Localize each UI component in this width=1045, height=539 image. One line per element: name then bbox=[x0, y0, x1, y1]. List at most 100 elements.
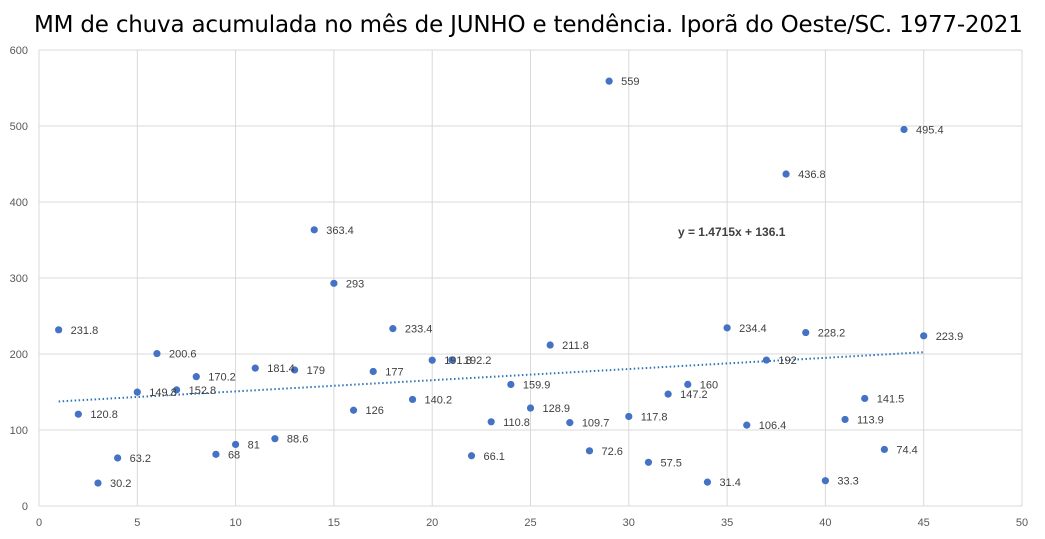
data-label: 120.8 bbox=[90, 409, 118, 421]
data-label: 128.9 bbox=[543, 403, 571, 415]
data-point bbox=[625, 412, 633, 421]
data-point bbox=[644, 458, 653, 466]
data-label: 363.4 bbox=[326, 225, 354, 237]
x-tick-label: 30 bbox=[623, 517, 635, 529]
data-point bbox=[585, 447, 594, 455]
data-point bbox=[271, 435, 279, 443]
data-point bbox=[133, 388, 141, 396]
data-label: 559 bbox=[621, 76, 639, 88]
trendline-equation: y = 1.4715x + 136.1 bbox=[678, 225, 786, 239]
data-label: 113.9 bbox=[857, 414, 884, 426]
data-point bbox=[349, 406, 358, 414]
data-point bbox=[605, 77, 613, 85]
data-point bbox=[566, 419, 574, 427]
data-point bbox=[153, 349, 161, 358]
data-point bbox=[841, 415, 849, 424]
x-tick-label: 50 bbox=[1016, 517, 1028, 529]
x-tick-label: 20 bbox=[426, 517, 438, 529]
data-label: 170.2 bbox=[208, 372, 236, 384]
data-label: 33.3 bbox=[837, 476, 858, 488]
data-label: 436.8 bbox=[798, 169, 826, 181]
data-label: 181.4 bbox=[267, 363, 295, 375]
data-point bbox=[290, 366, 299, 374]
data-point bbox=[743, 421, 751, 429]
data-label: 140.2 bbox=[425, 394, 453, 406]
x-tick-label: 0 bbox=[36, 517, 42, 529]
data-point bbox=[251, 364, 259, 372]
data-label: 117.8 bbox=[641, 411, 668, 423]
data-point bbox=[55, 326, 63, 334]
data-label: 68 bbox=[228, 449, 240, 461]
data-label: 152.8 bbox=[189, 385, 217, 397]
data-label: 57.5 bbox=[660, 457, 681, 469]
data-label: 106.4 bbox=[759, 420, 787, 432]
y-tick-label: 200 bbox=[10, 349, 28, 361]
y-tick-label: 500 bbox=[10, 121, 28, 133]
data-point bbox=[487, 418, 495, 426]
data-point bbox=[762, 356, 771, 364]
data-point bbox=[330, 279, 338, 287]
data-label: 231.8 bbox=[71, 325, 99, 337]
data-point bbox=[507, 380, 515, 389]
data-point bbox=[448, 356, 456, 364]
data-label: 88.6 bbox=[287, 434, 308, 446]
data-label: 109.7 bbox=[582, 418, 610, 430]
data-point bbox=[212, 450, 220, 458]
chart-title: MM de chuva acumulada no mês de JUNHO e … bbox=[34, 12, 1023, 38]
x-tick-label: 35 bbox=[721, 517, 733, 529]
data-point bbox=[821, 477, 830, 485]
trendline bbox=[58, 351, 924, 403]
data-point bbox=[467, 452, 476, 460]
y-tick-label: 400 bbox=[10, 197, 28, 209]
y-tick-label: 600 bbox=[10, 45, 28, 57]
x-tick-label: 10 bbox=[229, 517, 241, 529]
data-label: 126 bbox=[366, 405, 384, 417]
y-tick-label: 300 bbox=[10, 273, 28, 285]
data-label: 141.5 bbox=[877, 393, 905, 405]
data-point bbox=[861, 394, 869, 403]
y-tick-label: 100 bbox=[10, 425, 28, 437]
data-point bbox=[880, 445, 888, 454]
data-point bbox=[173, 386, 181, 394]
data-label: 191.8 bbox=[444, 355, 472, 367]
x-tick-label: 40 bbox=[819, 517, 831, 529]
data-point bbox=[389, 325, 397, 333]
data-label: 179 bbox=[307, 365, 325, 377]
data-label: 293 bbox=[346, 278, 364, 290]
data-label: 149.8 bbox=[149, 387, 177, 399]
data-label: 177 bbox=[385, 366, 403, 378]
data-point bbox=[664, 390, 672, 398]
data-point bbox=[369, 367, 377, 376]
data-label: 31.4 bbox=[719, 477, 740, 489]
data-label: 63.2 bbox=[130, 453, 151, 465]
x-tick-label: 5 bbox=[134, 517, 140, 529]
data-point bbox=[900, 125, 908, 134]
data-label: 211.8 bbox=[562, 340, 589, 352]
data-point bbox=[114, 454, 122, 462]
data-point bbox=[546, 341, 554, 349]
data-point bbox=[723, 324, 731, 332]
data-label: 223.9 bbox=[936, 331, 964, 343]
data-point bbox=[782, 170, 790, 178]
data-label: 81 bbox=[248, 439, 260, 451]
data-label: 72.6 bbox=[601, 446, 622, 458]
data-point bbox=[703, 478, 712, 486]
data-label: 147.2 bbox=[680, 389, 708, 401]
data-label: 110.8 bbox=[503, 417, 530, 429]
data-label: 159.9 bbox=[523, 379, 551, 391]
data-point bbox=[232, 440, 240, 449]
data-label: 192.2 bbox=[464, 355, 492, 367]
data-point bbox=[74, 410, 82, 418]
data-point bbox=[408, 395, 417, 404]
x-tick-label: 45 bbox=[918, 517, 930, 529]
data-label: 228.2 bbox=[818, 328, 846, 340]
data-label: 200.6 bbox=[169, 349, 197, 361]
x-tick-label: 25 bbox=[524, 517, 536, 529]
data-label: 234.4 bbox=[739, 323, 767, 335]
data-label: 30.2 bbox=[110, 478, 131, 490]
data-label: 495.4 bbox=[916, 124, 944, 136]
data-point bbox=[684, 380, 692, 388]
x-tick-label: 15 bbox=[328, 517, 340, 529]
